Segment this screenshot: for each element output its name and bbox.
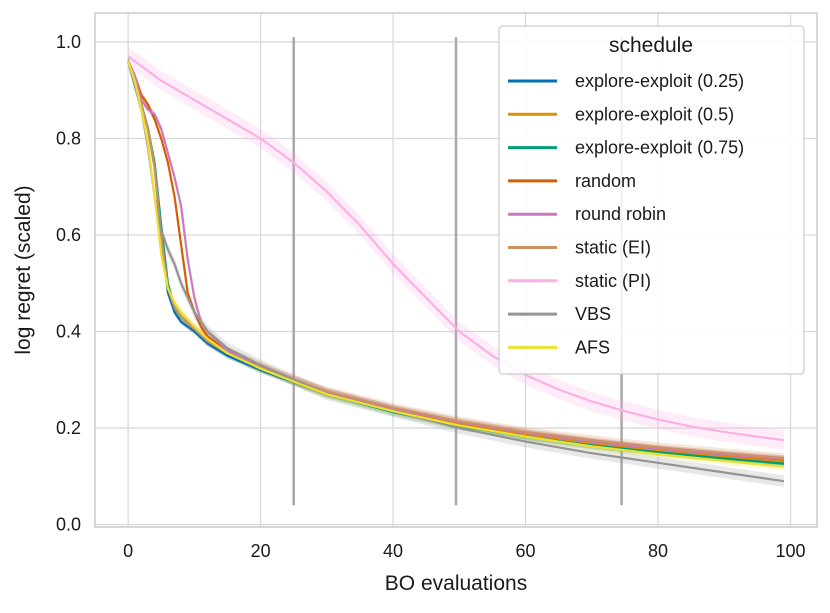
legend-entry: AFS [508,337,610,357]
legend-label: explore-exploit (0.75) [575,138,744,158]
plot-frame [94,12,818,528]
x-tick-labels: 0 20 40 60 80 100 [123,541,805,561]
legend-label: VBS [575,304,611,324]
x-tick-label: 60 [516,541,536,561]
series-line-8 [127,60,785,468]
y-tick-label: 0.8 [56,128,81,148]
legend-entry: explore-exploit (0.25) [508,71,744,91]
legend-entries: explore-exploit (0.25) explore-exploit (0… [508,71,744,357]
legend-label: random [575,171,636,191]
x-axis-label: BO evaluations [385,572,527,595]
legend-entry: explore-exploit (0.75) [508,138,744,158]
series-lines [127,55,785,483]
x-tick-label: 100 [775,541,805,561]
y-tick-label: 0.6 [56,225,81,245]
legend-label: static (EI) [575,238,651,258]
legend-entry: round robin [508,204,666,224]
y-tick-label: 0.2 [56,418,81,438]
legend-box [498,25,805,375]
legend-label: AFS [575,337,610,357]
legend-label: static (PI) [575,271,651,291]
x-tick-label: 20 [251,541,271,561]
legend-entry: explore-exploit (0.5) [508,104,734,124]
x-tick-label: 80 [648,541,668,561]
series-line-6 [127,55,785,442]
x-tick-label: 0 [123,541,133,561]
y-axis-label: log regret (scaled) [12,185,35,354]
legend-label: round robin [575,204,666,224]
legend-entry: static (EI) [508,238,651,258]
legend-entry: random [508,171,636,191]
y-tick-labels: 0.0 0.2 0.4 0.6 0.8 1.0 [56,32,81,535]
legend-entry: VBS [508,304,611,324]
legend-title: schedule [609,34,693,57]
y-tick-label: 1.0 [56,32,81,52]
y-tick-label: 0.0 [56,515,81,535]
x-tick-label: 40 [383,541,403,561]
legend-entry: static (PI) [508,271,651,291]
legend-label: explore-exploit (0.5) [575,104,734,124]
legend: schedule explore-exploit (0.25)explore-e… [498,25,805,375]
y-tick-label: 0.4 [56,322,81,342]
legend-label: explore-exploit (0.25) [575,71,744,91]
